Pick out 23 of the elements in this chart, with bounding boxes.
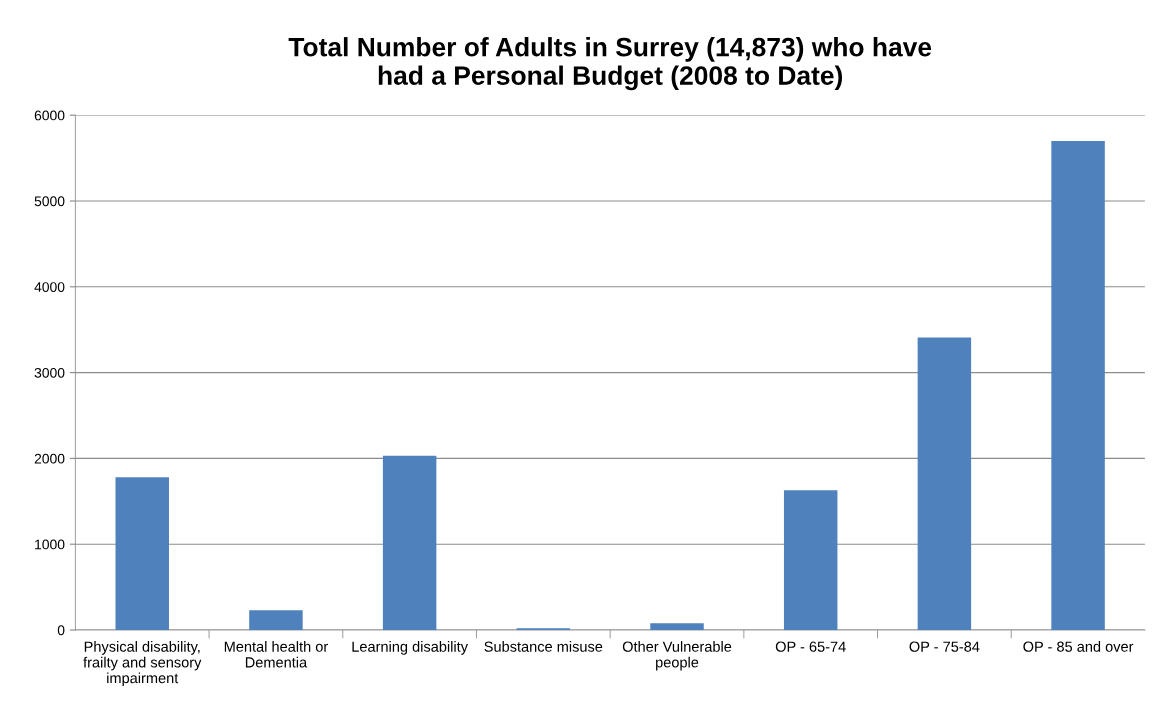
x-tick-label: Physical disability, frailty and sensory impairment <box>83 641 202 687</box>
y-tick-label: 3000 <box>34 367 65 378</box>
x-tick-label: Other Vulnerable people <box>622 641 732 671</box>
x-tick-label: Mental health or Dementia <box>224 641 328 668</box>
y-tick-label: 6000 <box>34 110 65 121</box>
y-tick-label: 2000 <box>34 453 65 464</box>
bar <box>650 623 704 630</box>
x-tick-label: Substance misuse <box>484 641 603 652</box>
bar <box>1051 140 1105 630</box>
bar <box>115 477 169 630</box>
x-tick-label: OP - 65-74 <box>775 641 846 652</box>
x-tick-label: OP - 75-84 <box>909 641 980 652</box>
bar <box>382 455 437 630</box>
chart-title: Total Number of Adults in Surrey (14,873) who have had a Personal Budget (2008 to Date) <box>288 37 932 91</box>
bar <box>783 490 838 630</box>
x-tick-label: Learning disability <box>352 641 468 655</box>
y-tick-label: 1000 <box>35 539 65 550</box>
y-tick-label: 5000 <box>34 196 65 207</box>
bar <box>917 337 972 630</box>
bar <box>249 610 303 630</box>
y-tick-label: 4000 <box>34 282 65 292</box>
y-tick-label: 0 <box>57 625 65 636</box>
x-tick-label: OP - 85 and over <box>1023 641 1134 652</box>
